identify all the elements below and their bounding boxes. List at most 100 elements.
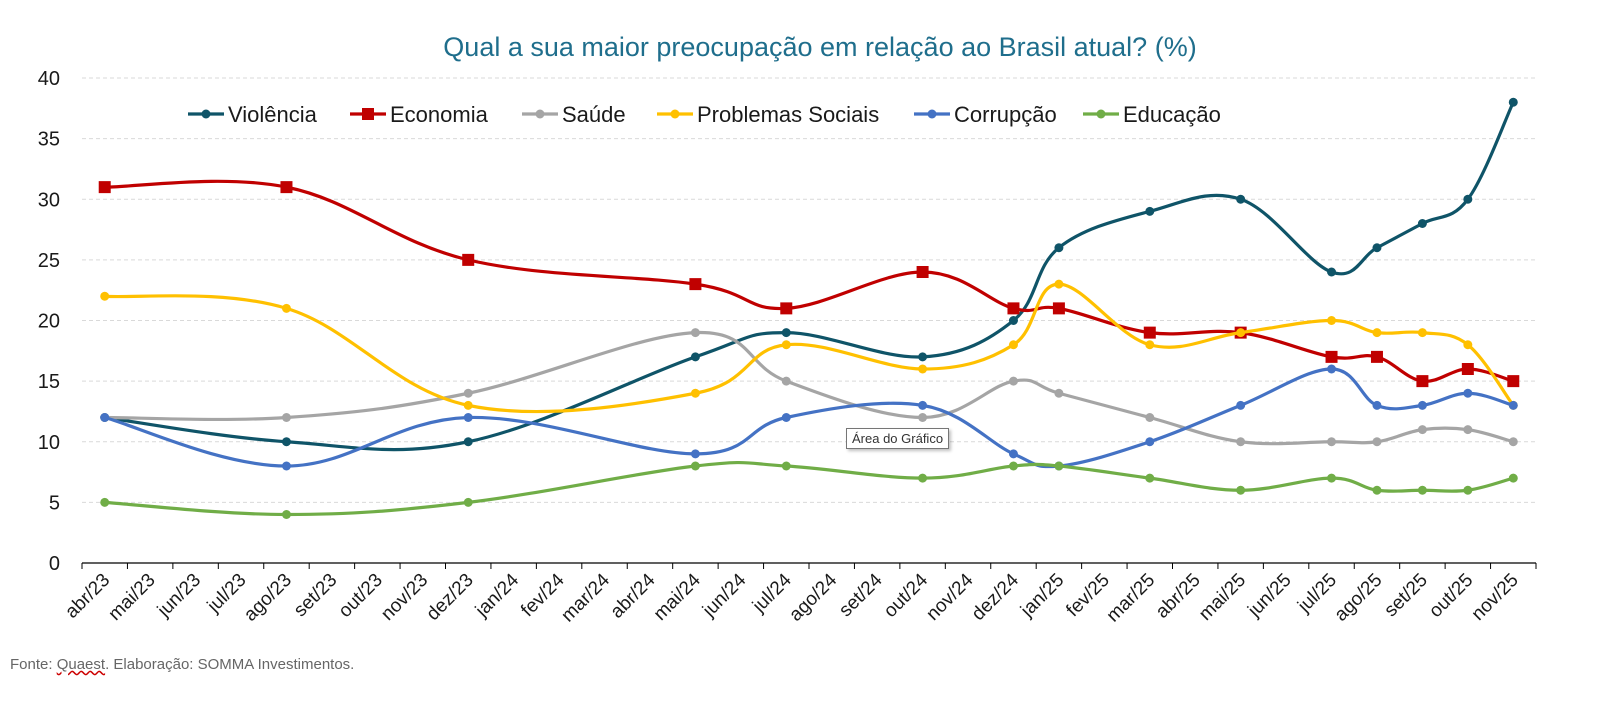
data-point-educacao [1236, 485, 1246, 495]
data-point-economia [1370, 350, 1383, 363]
data-point-corrupcao [781, 413, 791, 422]
data-point-economia [1507, 375, 1520, 388]
data-point-corrupcao [281, 461, 291, 471]
legend-swatch-marker [927, 109, 937, 119]
data-point-problemas-sociais [1008, 340, 1018, 350]
y-tick-label: 20 [38, 311, 60, 333]
data-point-economia [280, 181, 293, 194]
data-point-economia [916, 266, 929, 278]
legend: Violência Economia Saúde Problemas Sociais C… [188, 102, 1221, 127]
data-point-violencia [1236, 194, 1246, 204]
data-point-problemas-sociais [918, 364, 928, 374]
series-group [98, 97, 1520, 519]
legend-label: Corrupção [954, 102, 1057, 127]
data-point-corrupcao [1372, 400, 1382, 410]
data-point-corrupcao [1327, 364, 1337, 374]
data-point-educacao [1145, 473, 1155, 483]
data-point-violencia [690, 352, 700, 362]
y-tick-label: 0 [49, 553, 60, 575]
data-point-problemas-sociais [1327, 316, 1337, 325]
data-point-corrupcao [1236, 400, 1246, 410]
data-point-saude [690, 328, 700, 338]
data-point-educacao [1463, 485, 1473, 495]
data-point-economia [1143, 326, 1156, 339]
data-point-economia [98, 181, 111, 194]
legend-label: Problemas Sociais [697, 102, 879, 127]
data-point-educacao [918, 473, 928, 483]
data-point-saude [1508, 437, 1518, 447]
legend-swatch-marker [670, 109, 680, 119]
data-point-educacao [100, 497, 110, 507]
data-point-corrupcao [1008, 449, 1018, 459]
series-educacao [100, 460, 1518, 519]
legend-swatch-marker [1096, 109, 1106, 119]
data-point-problemas-sociais [1417, 328, 1427, 338]
y-tick-label: 25 [38, 250, 60, 272]
legend-label: Saúde [562, 102, 626, 127]
y-tick-label: 10 [38, 432, 60, 454]
data-point-problemas-sociais [1463, 340, 1473, 350]
data-point-violencia [781, 328, 791, 338]
data-point-educacao [1417, 485, 1427, 495]
data-point-saude [1417, 425, 1427, 435]
data-point-educacao [463, 497, 473, 507]
data-point-problemas-sociais [463, 400, 473, 410]
legend-label: Educação [1123, 102, 1221, 127]
legend-item-violencia: Violência [188, 102, 318, 127]
source-prefix: Fonte: [10, 656, 57, 673]
data-point-violencia [1327, 267, 1337, 277]
data-point-violencia [1508, 97, 1518, 107]
source-name: Quaest [56, 656, 106, 673]
data-point-economia [689, 278, 702, 291]
data-point-educacao [281, 510, 291, 519]
data-point-educacao [1508, 473, 1518, 483]
data-point-saude [1372, 437, 1382, 447]
data-point-educacao [781, 461, 791, 471]
data-point-economia [1007, 302, 1020, 315]
y-tick-label: 30 [38, 189, 60, 211]
data-point-corrupcao [1417, 400, 1427, 410]
data-point-educacao [1054, 461, 1064, 471]
data-point-problemas-sociais [1372, 328, 1382, 338]
legend-item-economia: Economia [350, 102, 489, 127]
legend-label: Economia [390, 102, 489, 127]
data-point-economia [1325, 350, 1338, 363]
series-line-violencia [104, 101, 1515, 452]
data-point-corrupcao [1508, 400, 1518, 410]
data-point-problemas-sociais [1236, 328, 1246, 338]
data-point-economia [780, 302, 793, 315]
legend-swatch-marker [362, 108, 374, 120]
legend-swatch-marker [535, 109, 545, 119]
data-point-saude [463, 388, 473, 398]
legend-item-saude: Saúde [522, 102, 626, 127]
data-point-economia [1461, 363, 1474, 375]
data-point-educacao [1008, 461, 1018, 471]
data-point-economia [1052, 302, 1065, 315]
data-point-corrupcao [1463, 388, 1473, 398]
data-point-saude [1463, 425, 1473, 435]
data-point-saude [1008, 376, 1018, 386]
data-point-corrupcao [690, 449, 700, 459]
chart-title: Qual a sua maior preocupação em relação … [443, 32, 1196, 62]
data-point-corrupcao [100, 413, 110, 422]
data-point-economia [462, 253, 475, 266]
series-economia [98, 179, 1520, 388]
data-point-violencia [281, 437, 291, 447]
data-point-saude [1145, 413, 1155, 422]
data-point-violencia [1372, 243, 1382, 253]
series-corrupcao [100, 364, 1518, 471]
data-point-problemas-sociais [690, 388, 700, 398]
data-point-educacao [1372, 485, 1382, 495]
legend-item-problemas-sociais: Problemas Sociais [657, 102, 879, 127]
data-point-saude [918, 413, 928, 422]
data-point-violencia [1008, 316, 1018, 325]
data-point-violencia [1145, 206, 1155, 216]
data-point-violencia [918, 352, 928, 362]
data-point-saude [1327, 437, 1337, 447]
chart-area-tooltip: Área do Gráfico [846, 428, 950, 449]
data-point-problemas-sociais [100, 291, 110, 301]
y-tick-label: 40 [38, 68, 60, 90]
y-tick-label: 5 [49, 492, 60, 514]
data-point-educacao [690, 461, 700, 471]
